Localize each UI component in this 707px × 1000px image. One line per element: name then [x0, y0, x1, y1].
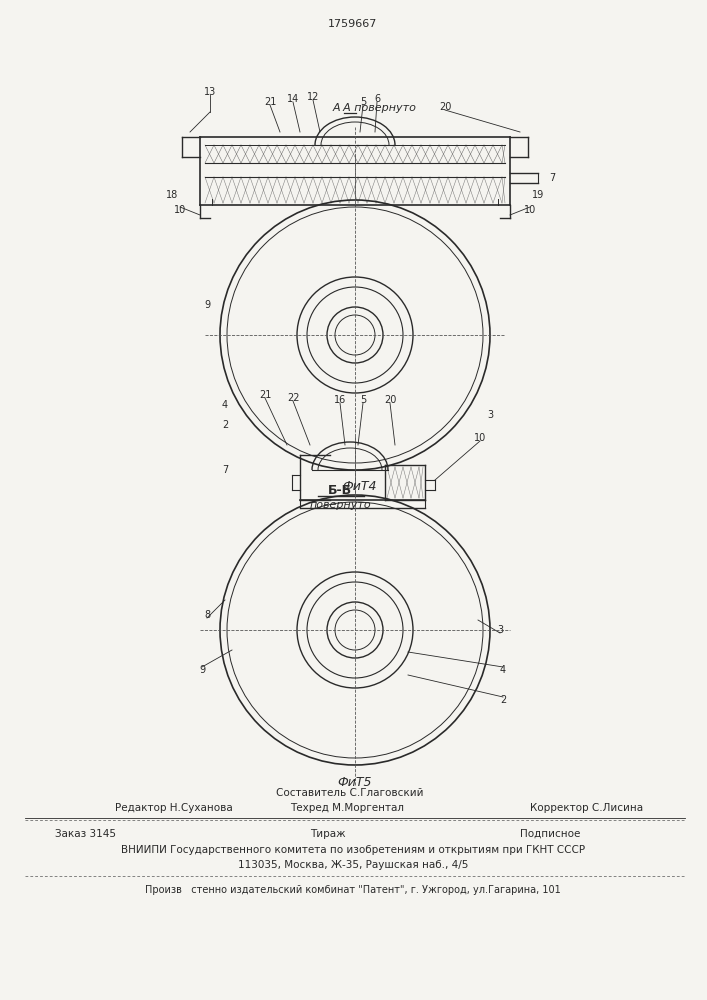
Text: Корректор С.Лисина: Корректор С.Лисина: [530, 803, 643, 813]
Text: Техред М.Моргентал: Техред М.Моргентал: [290, 803, 404, 813]
Text: 20: 20: [384, 395, 396, 405]
Text: Редактор Н.Суханова: Редактор Н.Суханова: [115, 803, 233, 813]
Text: Составитель С.Глаговский: Составитель С.Глаговский: [276, 788, 423, 798]
Text: ВНИИПИ Государственного комитета по изобретениям и открытиям при ГКНТ СССР: ВНИИПИ Государственного комитета по изоб…: [121, 845, 585, 855]
Text: 18: 18: [166, 190, 178, 200]
Text: ФиТ4: ФиТ4: [343, 481, 378, 493]
Text: 3: 3: [487, 410, 493, 420]
Text: Подписное: Подписное: [520, 829, 580, 839]
Text: 9: 9: [199, 665, 205, 675]
Text: 9: 9: [204, 300, 210, 310]
Text: Произв   стенно издательский комбинат "Патент", г. Ужгород, ул.Гагарина, 101: Произв стенно издательский комбинат "Пат…: [145, 885, 561, 895]
Text: 2: 2: [500, 695, 506, 705]
Text: 7: 7: [222, 465, 228, 475]
Text: 3: 3: [497, 625, 503, 635]
Text: 4: 4: [222, 400, 228, 410]
Text: 10: 10: [174, 205, 186, 215]
Text: 20: 20: [439, 102, 451, 112]
Text: 113035, Москва, Ж-35, Раушская наб., 4/5: 113035, Москва, Ж-35, Раушская наб., 4/5: [238, 860, 468, 870]
Text: повернуто: повернуто: [309, 500, 370, 510]
Text: Тираж: Тираж: [310, 829, 346, 839]
Text: 8: 8: [204, 610, 210, 620]
Text: 4: 4: [500, 665, 506, 675]
Text: 16: 16: [334, 395, 346, 405]
Text: 22: 22: [287, 393, 299, 403]
Text: Б-Б: Б-Б: [328, 484, 352, 496]
Text: 12: 12: [307, 92, 319, 102]
Text: Заказ 3145: Заказ 3145: [55, 829, 116, 839]
Text: 5: 5: [360, 97, 366, 107]
Text: 10: 10: [474, 433, 486, 443]
Text: А А повернуто: А А повернуто: [333, 103, 417, 113]
Text: 10: 10: [524, 205, 536, 215]
Text: 19: 19: [532, 190, 544, 200]
Text: 2: 2: [222, 420, 228, 430]
Text: 21: 21: [264, 97, 276, 107]
Text: 13: 13: [204, 87, 216, 97]
Text: ФиТ5: ФиТ5: [338, 776, 373, 788]
Text: 6: 6: [374, 94, 380, 104]
Text: 14: 14: [287, 94, 299, 104]
Text: 5: 5: [360, 395, 366, 405]
Text: 7: 7: [549, 173, 555, 183]
Text: 21: 21: [259, 390, 271, 400]
Text: 1759667: 1759667: [328, 19, 378, 29]
